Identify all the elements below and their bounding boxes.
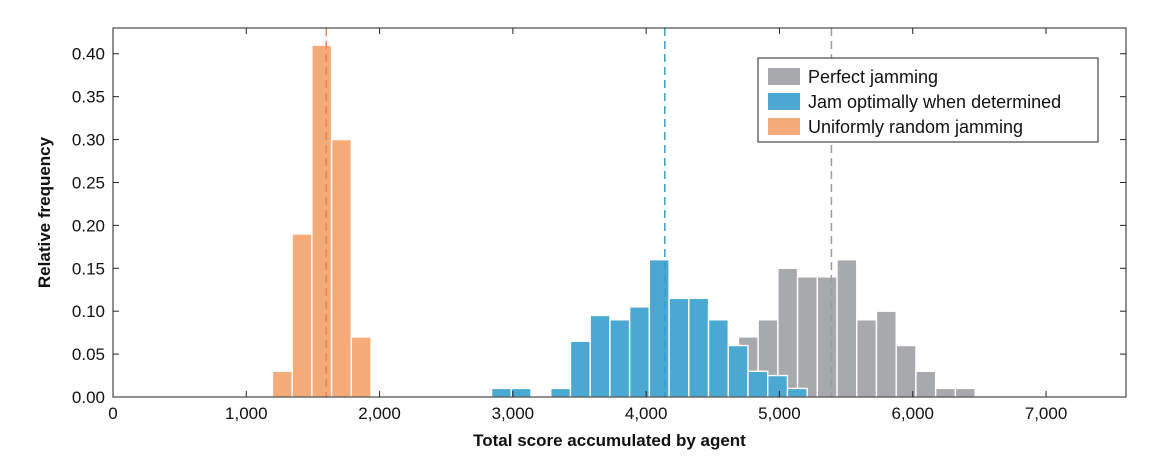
y-tick-label: 0.35 [72, 88, 105, 107]
histogram-bar [875, 310, 897, 398]
y-tick-label: 0.10 [72, 302, 105, 321]
y-tick-label: 0.05 [72, 345, 105, 364]
histogram-bar [569, 340, 591, 398]
histogram-bar [727, 344, 749, 398]
histogram-bar [550, 387, 572, 398]
histogram-bar [510, 387, 532, 398]
histogram-bar [767, 374, 789, 398]
histogram-bar [271, 370, 293, 398]
histogram-bar [688, 297, 710, 398]
y-tick-label: 0.25 [72, 173, 105, 192]
y-tick-label: 0.40 [72, 45, 105, 64]
legend-label: Perfect jamming [808, 67, 938, 87]
legend: Perfect jamming Jam optimally when determ… [757, 57, 1099, 143]
legend-swatch [768, 93, 800, 110]
y-axis-label: Relative frequency [35, 136, 54, 288]
y-axis-ticks: 0.00 0.05 0.10 0.15 0.20 0.25 0.30 0.35 0.40 [72, 45, 1126, 407]
legend-label: Jam optimally when determined [808, 92, 1061, 112]
histogram-bar [609, 319, 631, 398]
x-tick-label: 6,000 [891, 404, 934, 423]
histogram-bar [330, 138, 353, 398]
histogram-bar [707, 319, 729, 398]
x-tick-label: 1,000 [225, 404, 268, 423]
histogram-bar [796, 276, 819, 398]
histogram-bar [291, 233, 313, 398]
histogram-bar [786, 387, 808, 398]
histogram-bar [648, 258, 670, 398]
bars-layer [271, 44, 976, 398]
histogram-bar [954, 387, 976, 398]
x-tick-label: 3,000 [492, 404, 535, 423]
histogram-bar [668, 297, 690, 398]
x-axis-label: Total score accumulated by agent [473, 431, 746, 450]
histogram-bar [856, 319, 878, 398]
histogram-bar [490, 387, 512, 398]
histogram-bar [836, 258, 858, 398]
y-tick-label: 0.30 [72, 131, 105, 150]
histogram-bar [628, 306, 651, 398]
x-axis-ticks: 0 1,000 2,000 3,000 4,000 5,000 6,000 7,000 [108, 28, 1067, 423]
histogram-bar [589, 314, 611, 398]
histogram-bar [895, 344, 917, 398]
x-tick-label: 4,000 [625, 404, 668, 423]
histogram-bar [934, 387, 957, 398]
x-tick-label: 5,000 [758, 404, 801, 423]
legend-box [757, 57, 1099, 143]
histogram-bar [311, 44, 333, 398]
x-tick-label: 7,000 [1025, 404, 1068, 423]
histogram-bar [350, 336, 372, 398]
histogram-bar [747, 370, 769, 398]
histogram-bar [915, 370, 937, 398]
legend-swatch [768, 118, 800, 135]
mean-lines-layer [325, 28, 833, 397]
x-tick-label: 0 [108, 404, 117, 423]
legend-label: Uniformly random jamming [808, 117, 1023, 137]
y-tick-label: 0.00 [72, 388, 105, 407]
y-tick-label: 0.20 [72, 216, 105, 235]
x-tick-label: 2,000 [358, 404, 401, 423]
plot-frame [112, 27, 1127, 398]
legend-swatch [768, 68, 800, 85]
y-tick-label: 0.15 [72, 259, 105, 278]
histogram-bar [816, 276, 838, 398]
